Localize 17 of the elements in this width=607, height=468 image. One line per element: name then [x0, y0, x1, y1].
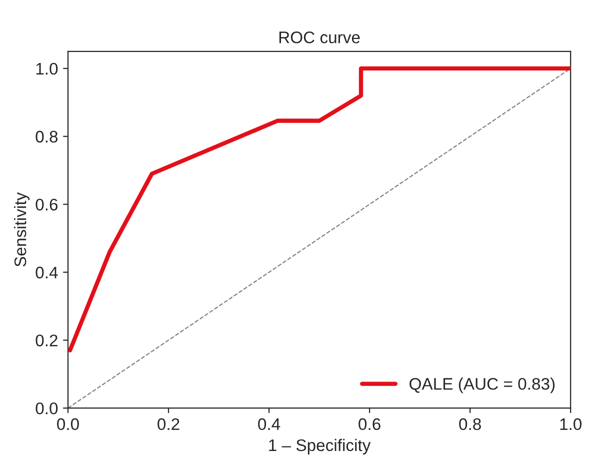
x-tick-label: 0.2 [158, 418, 180, 430]
y-tick-label: 0.4 [36, 266, 58, 278]
y-tick-label: 0.8 [36, 130, 58, 143]
x-tick-label: 1.0 [560, 418, 582, 430]
y-tick-label: 0.0 [36, 402, 58, 414]
y-tick-label: 1.0 [36, 62, 58, 75]
chart-title: ROC curve [279, 32, 360, 44]
x-tick-label: 0.4 [258, 418, 280, 430]
x-axis-title: 1 – Specificity [269, 438, 371, 454]
line-series [68, 66, 571, 352]
x-tick-label: 0.6 [358, 418, 380, 430]
x-tick-label: 0.0 [57, 418, 79, 430]
y-tick-label: 0.6 [36, 198, 58, 211]
legend-label: QALE (AUC = 0.83) [410, 378, 555, 394]
y-axis-title: Sensitivity [14, 192, 30, 267]
y-tick-label: 0.2 [36, 334, 58, 346]
x-tick-label: 0.8 [459, 418, 481, 430]
